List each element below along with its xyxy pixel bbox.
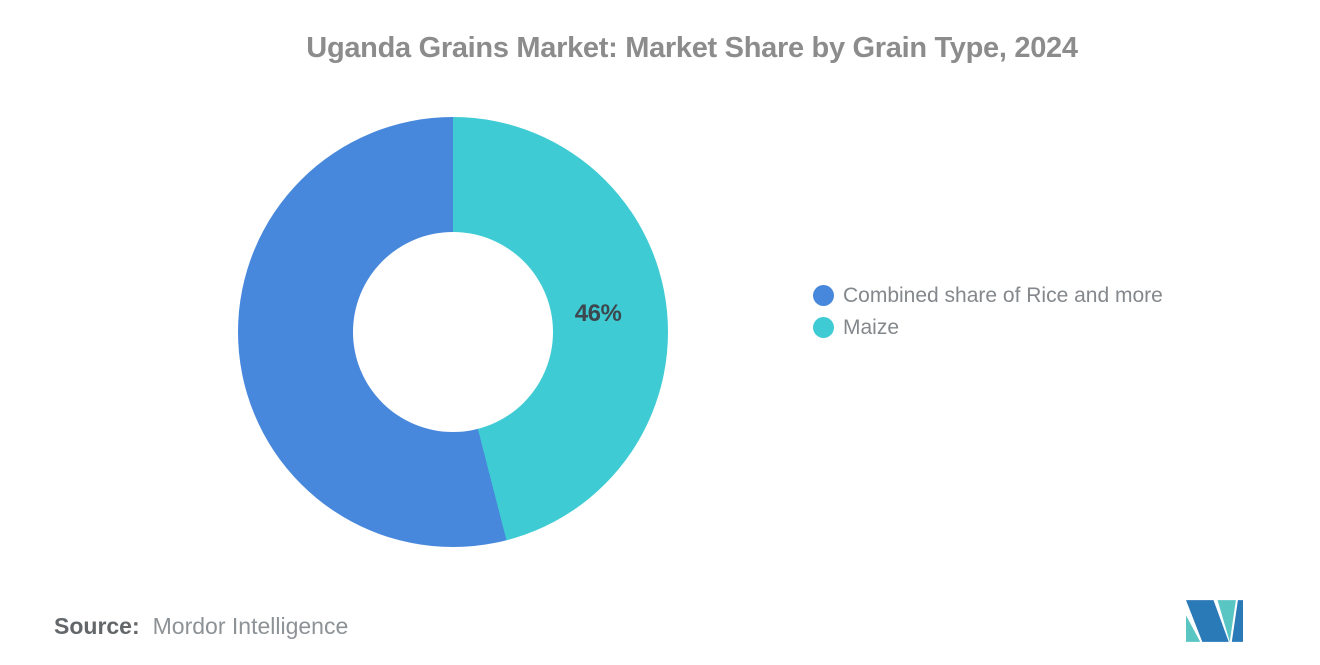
mordor-intelligence-logo (1186, 600, 1243, 642)
legend-label-combined-rice: Combined share of Rice and more (843, 283, 1163, 307)
source-line: Source: Mordor Intelligence (54, 613, 348, 640)
donut-hole (353, 232, 553, 432)
donut-chart: 46% (238, 117, 668, 547)
source-text: Mordor Intelligence (152, 613, 349, 639)
page-title: Uganda Grains Market: Market Share by Gr… (306, 32, 1078, 64)
legend-swatch-maize (813, 317, 834, 338)
logo-blue-right-band (1231, 600, 1243, 642)
source-label: Source: (54, 613, 140, 639)
slice-value-label: 46% (574, 299, 622, 327)
legend-item-maize[interactable]: Maize (813, 315, 1163, 339)
logo-teal-right-triangle (1217, 600, 1236, 642)
legend-item-combined-rice[interactable]: Combined share of Rice and more (813, 283, 1163, 307)
legend: Combined share of Rice and more Maize (813, 283, 1163, 339)
legend-label-maize: Maize (843, 315, 900, 339)
logo-blue-left-band (1186, 600, 1229, 642)
legend-swatch-combined-rice (813, 285, 834, 306)
